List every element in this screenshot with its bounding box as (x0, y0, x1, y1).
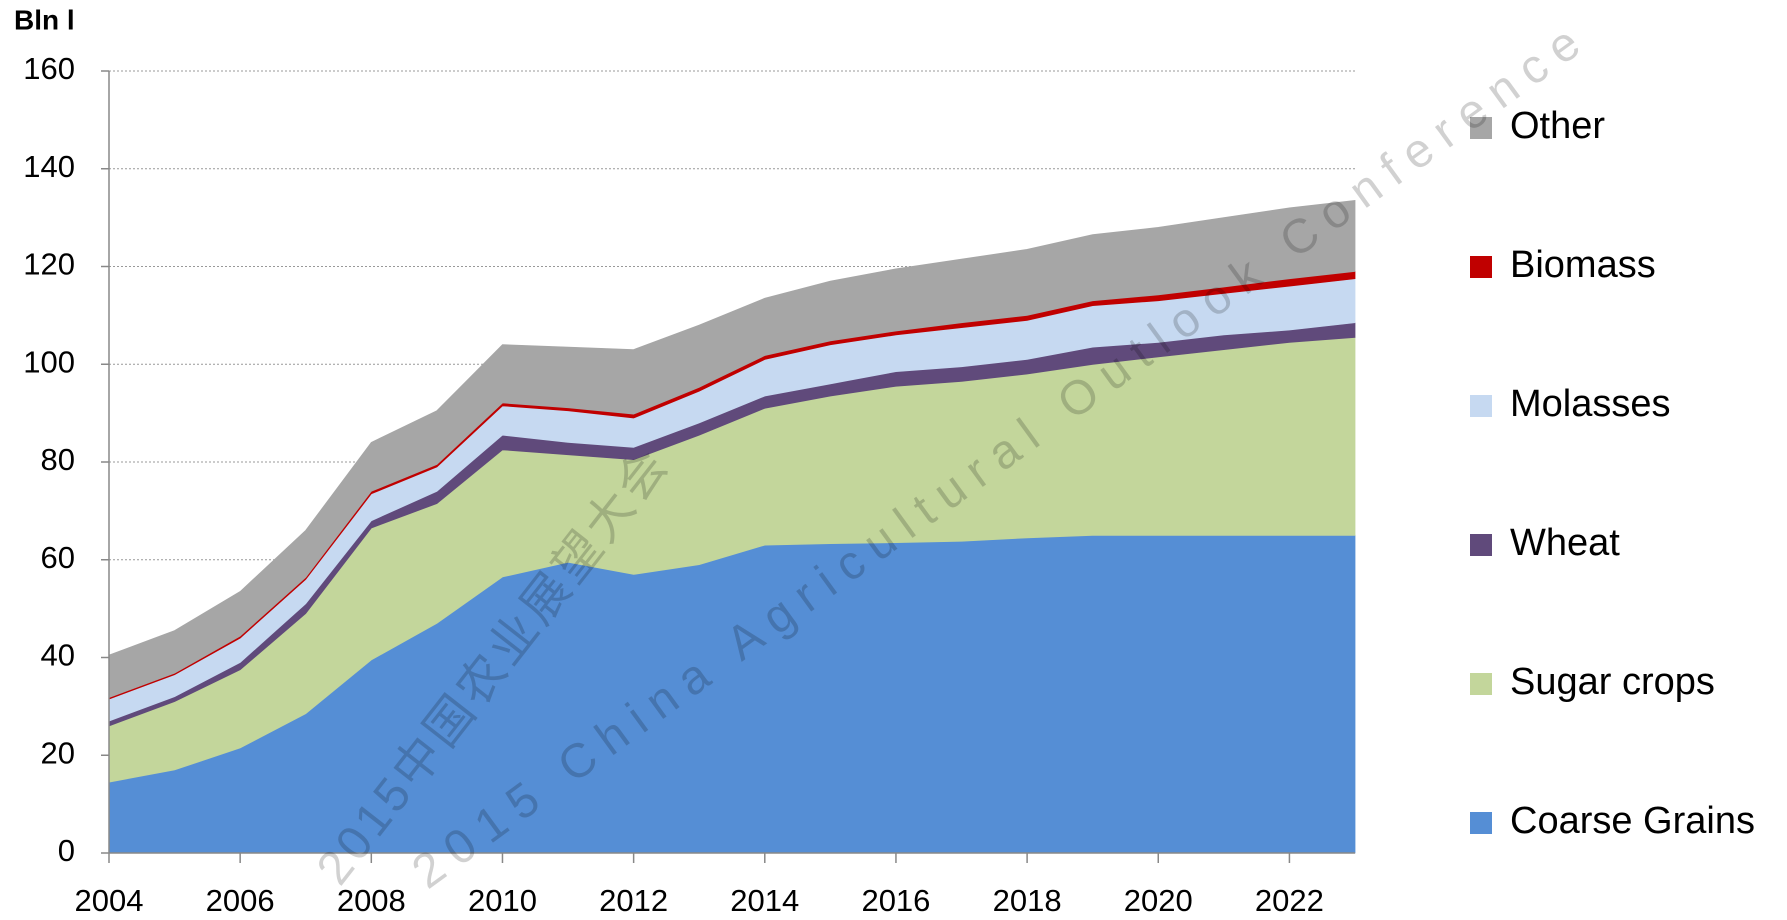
x-tick-label: 2020 (1124, 883, 1193, 918)
legend-label: Sugar crops (1510, 661, 1715, 703)
y-axis-label: Bln l (14, 4, 75, 35)
x-tick-label: 2008 (337, 883, 406, 918)
y-tick-label: 160 (23, 51, 75, 86)
legend-swatch (1470, 812, 1492, 834)
legend-label: Coarse Grains (1510, 800, 1755, 842)
legend-label: Wheat (1510, 522, 1620, 564)
y-tick-label: 120 (23, 247, 75, 282)
x-tick-label: 2022 (1255, 883, 1324, 918)
y-tick-label: 100 (23, 344, 75, 379)
y-tick-label: 20 (41, 735, 75, 770)
y-tick-label: 80 (41, 442, 75, 477)
legend-label: Biomass (1510, 244, 1656, 286)
area (108, 200, 1356, 699)
x-tick-label: 2006 (206, 883, 275, 918)
x-tick-label: 2012 (599, 883, 668, 918)
legend-label: Other (1510, 105, 1605, 147)
legend-swatch (1470, 395, 1492, 417)
y-tick-label: 60 (41, 540, 75, 575)
x-tick-label: 2018 (993, 883, 1062, 918)
x-tick-label: 2016 (861, 883, 930, 918)
legend-swatch (1470, 256, 1492, 278)
x-tick-label: 2004 (75, 883, 144, 918)
x-tick-label: 2010 (468, 883, 537, 918)
legend-swatch (1470, 534, 1492, 556)
legend-swatch (1470, 117, 1492, 139)
y-tick-label: 0 (58, 833, 75, 868)
legend-label: Molasses (1510, 383, 1671, 425)
y-tick-label: 40 (41, 638, 75, 673)
y-tick-label: 140 (23, 149, 75, 184)
legend-swatch (1470, 673, 1492, 695)
x-tick-label: 2014 (730, 883, 799, 918)
